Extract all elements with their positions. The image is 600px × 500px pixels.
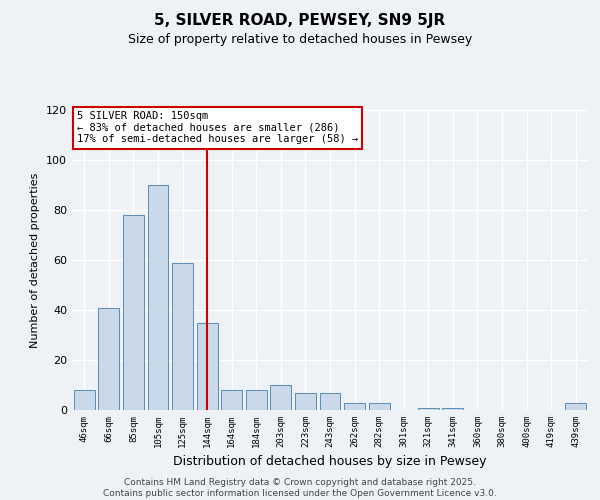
Bar	[418, 408, 439, 410]
Bar	[246, 390, 267, 410]
X-axis label: Distribution of detached houses by size in Pewsey: Distribution of detached houses by size …	[173, 456, 487, 468]
Bar	[442, 408, 463, 410]
Text: 5 SILVER ROAD: 150sqm
← 83% of detached houses are smaller (286)
17% of semi-det: 5 SILVER ROAD: 150sqm ← 83% of detached …	[77, 112, 358, 144]
Text: Contains HM Land Registry data © Crown copyright and database right 2025.
Contai: Contains HM Land Registry data © Crown c…	[103, 478, 497, 498]
Bar	[74, 390, 95, 410]
Bar	[123, 215, 144, 410]
Text: 5, SILVER ROAD, PEWSEY, SN9 5JR: 5, SILVER ROAD, PEWSEY, SN9 5JR	[154, 12, 446, 28]
Bar	[344, 402, 365, 410]
Bar	[320, 392, 340, 410]
Bar	[197, 322, 218, 410]
Bar	[565, 402, 586, 410]
Bar	[221, 390, 242, 410]
Text: Size of property relative to detached houses in Pewsey: Size of property relative to detached ho…	[128, 32, 472, 46]
Bar	[172, 262, 193, 410]
Bar	[148, 185, 169, 410]
Bar	[98, 308, 119, 410]
Y-axis label: Number of detached properties: Number of detached properties	[31, 172, 40, 348]
Bar	[271, 385, 292, 410]
Bar	[295, 392, 316, 410]
Bar	[368, 402, 389, 410]
